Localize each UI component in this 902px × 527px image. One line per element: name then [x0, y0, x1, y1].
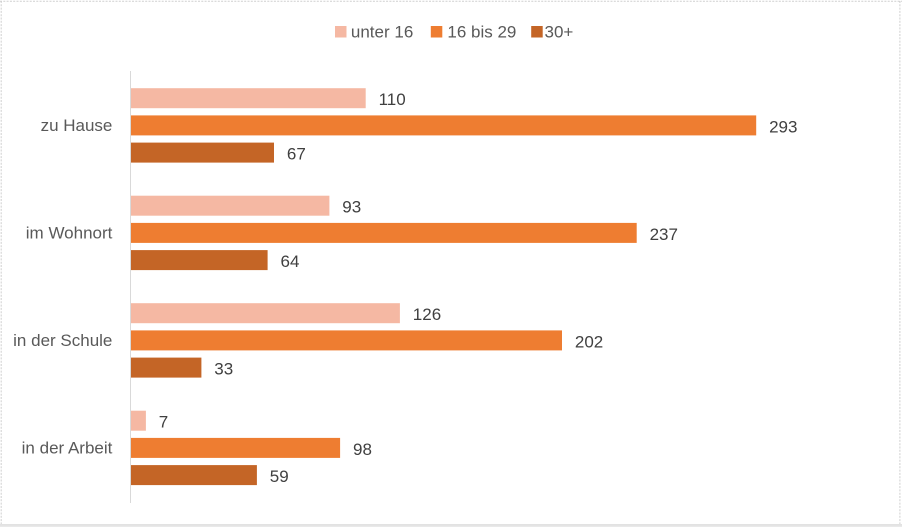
- svg-text:16 bis 29: 16 bis 29: [447, 22, 516, 41]
- svg-text:110: 110: [379, 90, 406, 109]
- svg-text:237: 237: [650, 225, 678, 244]
- svg-text:33: 33: [214, 360, 233, 379]
- svg-text:7: 7: [159, 413, 168, 432]
- svg-text:in der Arbeit: in der Arbeit: [22, 439, 113, 458]
- svg-text:unter 16: unter 16: [351, 22, 413, 41]
- svg-text:93: 93: [342, 198, 361, 217]
- svg-text:64: 64: [281, 252, 300, 271]
- svg-text:im Wohnort: im Wohnort: [26, 224, 113, 243]
- svg-text:59: 59: [270, 467, 289, 486]
- svg-text:67: 67: [287, 145, 306, 164]
- svg-text:30+: 30+: [545, 22, 574, 41]
- svg-text:126: 126: [413, 305, 441, 324]
- svg-text:202: 202: [575, 332, 603, 351]
- svg-text:zu Hause: zu Hause: [41, 116, 113, 135]
- svg-text:98: 98: [353, 440, 372, 459]
- svg-text:in der Schule: in der Schule: [13, 331, 112, 350]
- svg-text:293: 293: [769, 117, 797, 136]
